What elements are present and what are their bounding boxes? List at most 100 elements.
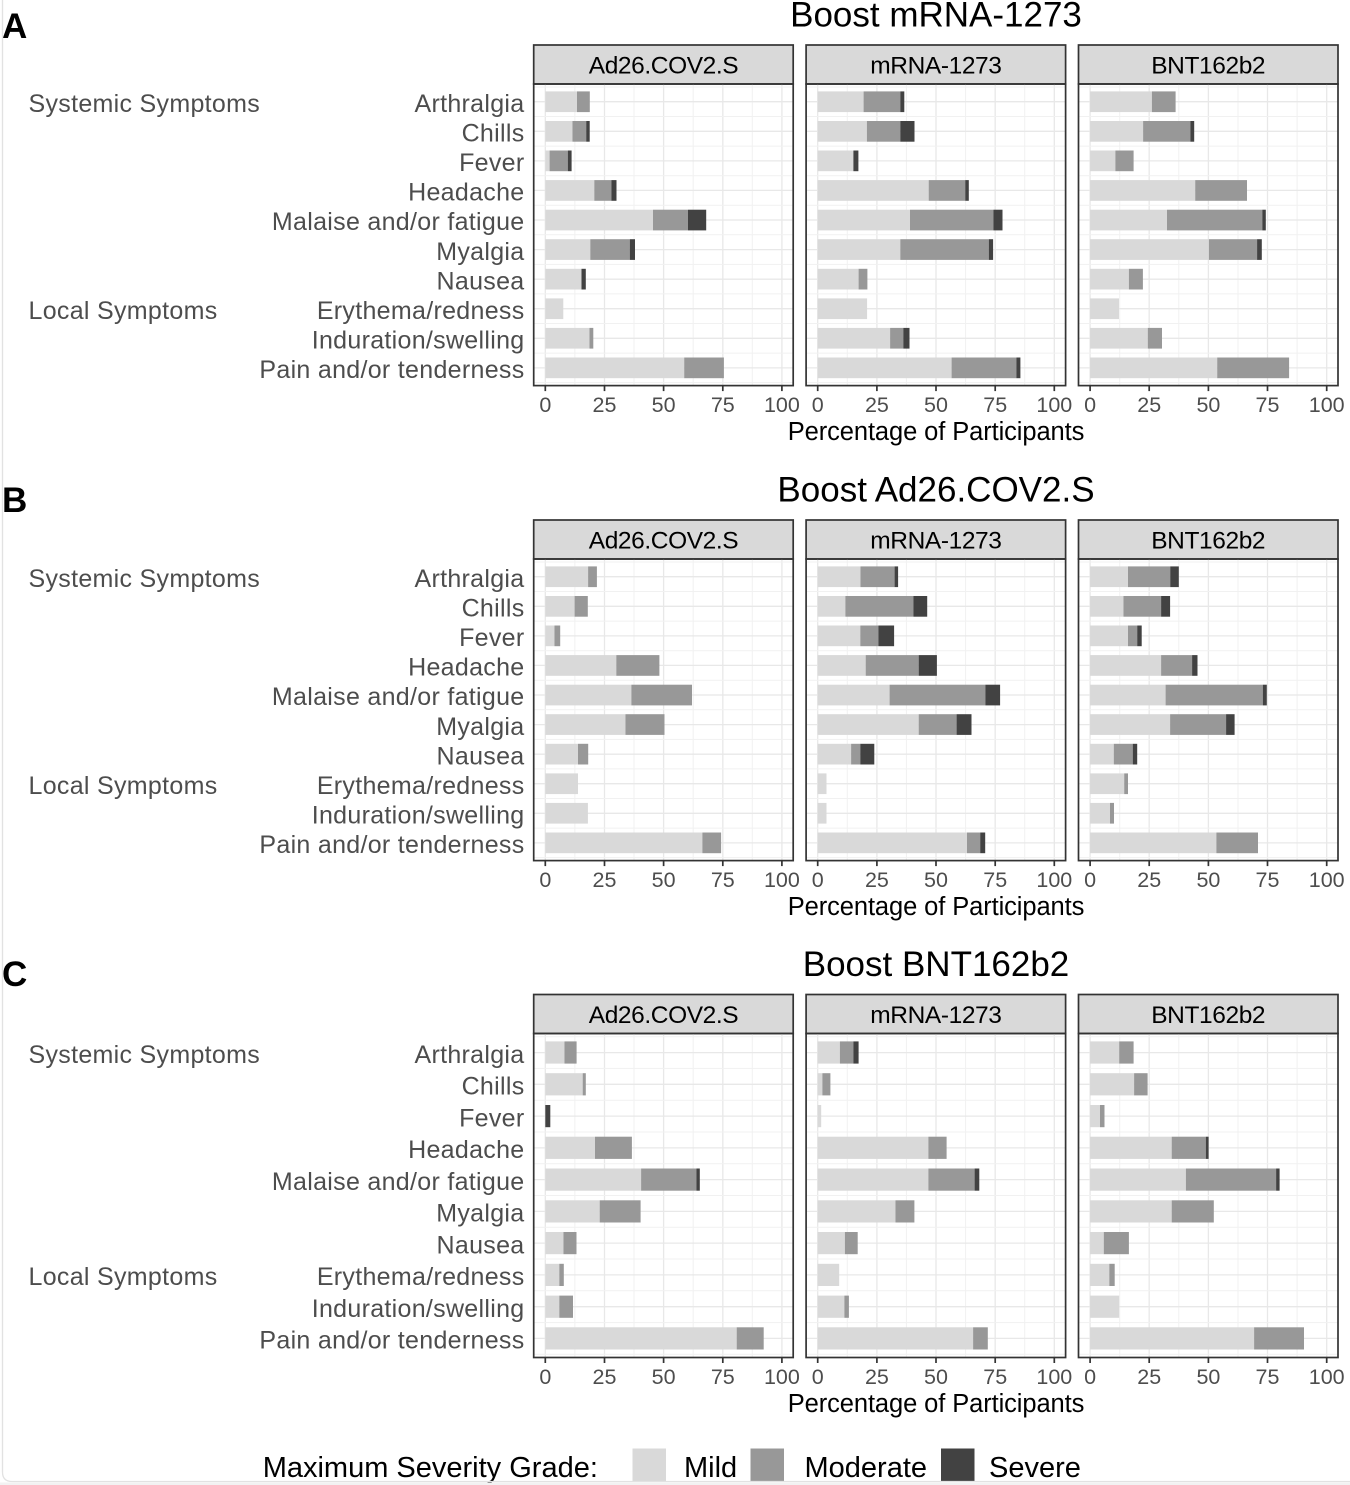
svg-text:mRNA-1273: mRNA-1273	[870, 1002, 1001, 1029]
svg-text:Local Symptoms: Local Symptoms	[29, 297, 218, 325]
svg-text:Myalgia: Myalgia	[436, 713, 524, 741]
svg-text:Induration/swelling: Induration/swelling	[312, 802, 525, 830]
svg-text:BNT162b2: BNT162b2	[1151, 1002, 1265, 1029]
svg-text:Arthralgia: Arthralgia	[415, 1041, 525, 1069]
svg-text:100: 100	[764, 868, 800, 892]
svg-text:Boost BNT162b2: Boost BNT162b2	[803, 945, 1070, 984]
svg-text:100: 100	[764, 393, 800, 417]
svg-text:25: 25	[865, 1365, 889, 1389]
svg-text:Erythema/redness: Erythema/redness	[317, 1263, 525, 1291]
svg-text:Erythema/redness: Erythema/redness	[317, 772, 525, 800]
svg-text:100: 100	[1309, 1365, 1345, 1389]
svg-text:Headache: Headache	[408, 654, 524, 682]
svg-text:Systemic Symptoms: Systemic Symptoms	[29, 90, 261, 118]
svg-text:0: 0	[812, 393, 824, 417]
svg-text:Malaise and/or fatigue: Malaise and/or fatigue	[272, 1168, 525, 1196]
svg-text:mRNA-1273: mRNA-1273	[870, 53, 1001, 80]
svg-text:0: 0	[539, 393, 551, 417]
svg-text:Nausea: Nausea	[437, 267, 525, 295]
svg-text:Malaise and/or fatigue: Malaise and/or fatigue	[272, 683, 525, 711]
svg-text:Systemic Symptoms: Systemic Symptoms	[29, 565, 261, 593]
svg-text:50: 50	[652, 393, 676, 417]
svg-text:Induration/swelling: Induration/swelling	[312, 327, 525, 355]
svg-text:50: 50	[1196, 868, 1220, 892]
svg-text:75: 75	[1256, 1365, 1280, 1389]
svg-text:0: 0	[1084, 868, 1096, 892]
svg-text:Malaise and/or fatigue: Malaise and/or fatigue	[272, 208, 525, 236]
svg-text:25: 25	[593, 868, 617, 892]
svg-text:25: 25	[865, 393, 889, 417]
svg-text:100: 100	[1309, 393, 1345, 417]
svg-text:Severe: Severe	[989, 1452, 1081, 1484]
svg-text:25: 25	[593, 393, 617, 417]
svg-text:Ad26.COV2.S: Ad26.COV2.S	[589, 53, 739, 80]
svg-text:50: 50	[1196, 1365, 1220, 1389]
svg-text:Chills: Chills	[462, 1073, 525, 1101]
svg-text:0: 0	[539, 868, 551, 892]
svg-text:Percentage of Participants: Percentage of Participants	[788, 1390, 1085, 1418]
svg-text:50: 50	[924, 1365, 948, 1389]
svg-text:mRNA-1273: mRNA-1273	[870, 528, 1001, 555]
svg-text:Chills: Chills	[462, 120, 525, 148]
svg-text:A: A	[2, 7, 27, 46]
svg-text:0: 0	[812, 1365, 824, 1389]
svg-text:Myalgia: Myalgia	[436, 238, 524, 266]
svg-text:Headache: Headache	[408, 179, 524, 207]
svg-text:Moderate: Moderate	[805, 1452, 928, 1484]
svg-text:Maximum Severity Grade:: Maximum Severity Grade:	[263, 1452, 598, 1484]
svg-text:Percentage of Participants: Percentage of Participants	[788, 418, 1085, 446]
svg-text:50: 50	[652, 1365, 676, 1389]
svg-text:25: 25	[1137, 1365, 1161, 1389]
svg-text:Systemic Symptoms: Systemic Symptoms	[29, 1041, 261, 1069]
svg-text:Mild: Mild	[684, 1452, 737, 1484]
svg-text:25: 25	[865, 868, 889, 892]
svg-text:0: 0	[1084, 393, 1096, 417]
svg-text:Percentage of Participants: Percentage of Participants	[788, 893, 1085, 921]
svg-text:100: 100	[1036, 868, 1072, 892]
svg-text:Pain and/or tenderness: Pain and/or tenderness	[259, 1327, 524, 1355]
svg-text:50: 50	[924, 393, 948, 417]
svg-text:0: 0	[539, 1365, 551, 1389]
svg-text:100: 100	[1309, 868, 1345, 892]
svg-text:50: 50	[1196, 393, 1220, 417]
svg-text:Induration/swelling: Induration/swelling	[312, 1295, 525, 1323]
svg-text:Pain and/or tenderness: Pain and/or tenderness	[259, 356, 524, 384]
svg-text:Erythema/redness: Erythema/redness	[317, 297, 525, 325]
svg-text:C: C	[2, 955, 27, 994]
svg-text:75: 75	[1256, 868, 1280, 892]
svg-text:Nausea: Nausea	[437, 1231, 525, 1259]
svg-text:25: 25	[593, 1365, 617, 1389]
svg-text:BNT162b2: BNT162b2	[1151, 53, 1265, 80]
svg-text:Myalgia: Myalgia	[436, 1200, 524, 1228]
svg-text:Local Symptoms: Local Symptoms	[29, 772, 218, 800]
svg-text:Fever: Fever	[459, 624, 524, 652]
svg-text:0: 0	[812, 868, 824, 892]
svg-text:75: 75	[711, 868, 735, 892]
svg-text:Fever: Fever	[459, 149, 524, 177]
svg-text:50: 50	[652, 868, 676, 892]
svg-text:B: B	[2, 481, 27, 520]
svg-text:75: 75	[1256, 393, 1280, 417]
svg-text:75: 75	[711, 393, 735, 417]
svg-text:Arthralgia: Arthralgia	[415, 90, 525, 118]
svg-text:Nausea: Nausea	[437, 742, 525, 770]
svg-text:100: 100	[1036, 1365, 1072, 1389]
svg-text:25: 25	[1137, 868, 1161, 892]
svg-text:Fever: Fever	[459, 1104, 524, 1132]
svg-text:Boost mRNA-1273: Boost mRNA-1273	[790, 0, 1082, 35]
svg-text:Arthralgia: Arthralgia	[415, 565, 525, 593]
svg-text:75: 75	[983, 868, 1007, 892]
svg-text:Ad26.COV2.S: Ad26.COV2.S	[589, 528, 739, 555]
svg-text:Boost Ad26.COV2.S: Boost Ad26.COV2.S	[777, 471, 1094, 510]
svg-text:100: 100	[764, 1365, 800, 1389]
svg-text:BNT162b2: BNT162b2	[1151, 528, 1265, 555]
svg-text:Chills: Chills	[462, 595, 525, 623]
svg-text:25: 25	[1137, 393, 1161, 417]
svg-text:Headache: Headache	[408, 1136, 524, 1164]
svg-text:75: 75	[983, 1365, 1007, 1389]
svg-text:75: 75	[983, 393, 1007, 417]
svg-text:Pain and/or tenderness: Pain and/or tenderness	[259, 831, 524, 859]
svg-text:Local Symptoms: Local Symptoms	[29, 1263, 218, 1291]
svg-text:50: 50	[924, 868, 948, 892]
svg-text:100: 100	[1036, 393, 1072, 417]
